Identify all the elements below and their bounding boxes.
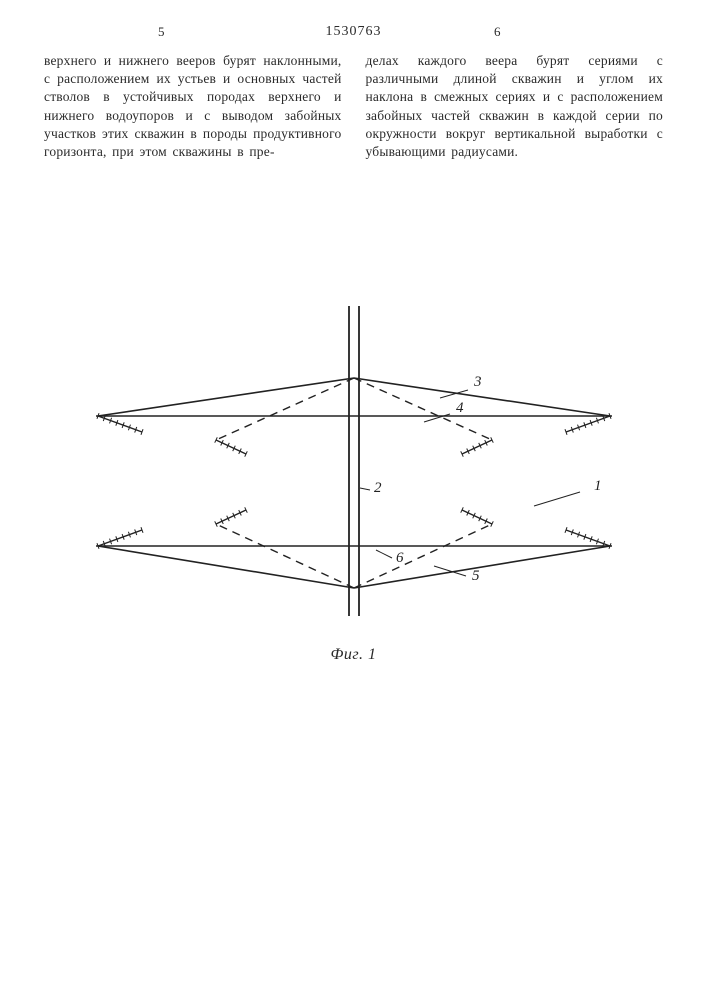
figure-svg: 1 2 34 5 6	[74, 300, 634, 640]
figure-1: 1 2 34 5 6 Фиг. 1	[0, 300, 707, 664]
svg-text:4: 4	[456, 400, 464, 416]
svg-text:2: 2	[374, 480, 382, 496]
patent-number: 1530763	[326, 24, 382, 40]
figure-caption: Фиг. 1	[0, 646, 707, 664]
svg-text:5: 5	[472, 568, 480, 584]
left-column-text: верхнего и нижнего вееров бурят наклонны…	[44, 52, 342, 161]
svg-text:6: 6	[396, 550, 404, 566]
page-header: 5 1530763 6	[44, 24, 663, 46]
text-columns: верхнего и нижнего вееров бурят наклонны…	[44, 52, 663, 161]
svg-text:3: 3	[473, 374, 482, 390]
svg-text:1: 1	[594, 478, 602, 494]
right-column-text: делах каждого веера бурят сериями с разл…	[366, 52, 664, 161]
left-column-number: 5	[158, 24, 165, 40]
right-column-number: 6	[494, 24, 501, 40]
